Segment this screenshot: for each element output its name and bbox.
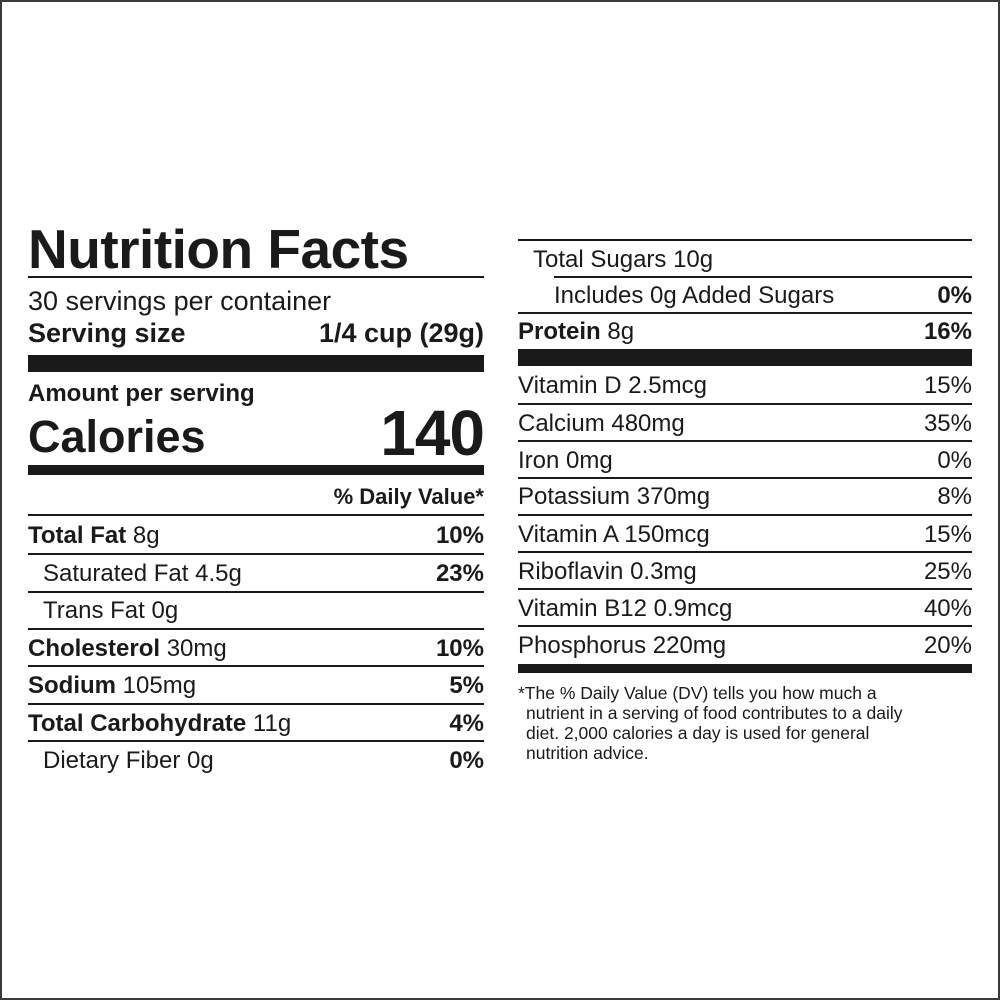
nutrient-dv: 0% — [937, 282, 972, 309]
nutrient-name: Cholesterol — [28, 635, 161, 662]
nutrient-name: Trans Fat — [43, 597, 145, 624]
divider-thin — [518, 551, 972, 553]
vitamin-name: Calcium — [518, 410, 605, 437]
divider-thin — [28, 740, 484, 742]
label-title: Nutrition Facts — [28, 218, 409, 280]
vitamin-dv: 40% — [923, 595, 972, 622]
divider-thin — [518, 312, 972, 314]
divider-thin — [518, 239, 972, 241]
divider-thin — [518, 588, 972, 590]
divider-thin-indented — [554, 276, 972, 278]
divider-thick — [518, 349, 972, 366]
vitamin-name: Phosphorus — [518, 632, 647, 659]
divider-thin — [28, 703, 484, 705]
vitamin-amount: 0.9mcg — [653, 595, 733, 622]
nutrient-dv: 5% — [449, 672, 484, 699]
footnote: *The % Daily Value (DV) tells you how mu… — [518, 683, 902, 763]
divider-medium — [518, 664, 972, 673]
divider-medium — [28, 465, 484, 475]
daily-value-header: % Daily Value* — [333, 484, 484, 509]
divider-thin — [28, 665, 484, 667]
vitamin-dv: 0% — [937, 447, 972, 474]
nutrient-name: Dietary Fiber — [43, 747, 181, 774]
serving-size-value: 1/4 cup (29g) — [318, 318, 484, 348]
vitamin-amount: 370mg — [636, 483, 711, 510]
footnote-line: nutrient in a serving of food contribute… — [526, 703, 903, 723]
vitamin-amount: 0.3mg — [630, 558, 697, 585]
nutrient-name: Sodium — [28, 672, 116, 699]
vitamin-dv: 20% — [923, 632, 972, 659]
divider-thin — [28, 553, 484, 555]
serving-size-label: Serving size — [28, 318, 186, 348]
divider-thin — [28, 628, 484, 630]
divider-thin — [28, 591, 484, 593]
vitamin-amount: 480mg — [611, 410, 685, 437]
footnote-line: *The % Daily Value (DV) tells you how mu… — [518, 683, 877, 703]
nutrient-amount: 8g — [607, 318, 635, 345]
vitamin-amount: 220mg — [652, 632, 727, 659]
nutrient-amount: 10g — [673, 246, 714, 273]
divider-thin — [518, 514, 972, 516]
vitamin-amount: 2.5mcg — [628, 372, 707, 399]
nutrient-amount: 8g — [132, 522, 160, 549]
vitamin-name: Vitamin B12 — [518, 595, 647, 622]
amount-per-serving: Amount per serving — [28, 380, 255, 407]
vitamin-name: Vitamin D — [518, 372, 622, 399]
nutrient-name: Includes 0g Added Sugars — [554, 282, 835, 309]
nutrient-amount: 4.5g — [195, 560, 242, 587]
vitamin-name: Potassium — [518, 483, 631, 510]
nutrient-dv: 16% — [923, 318, 972, 345]
vitamin-dv: 8% — [937, 483, 972, 510]
divider-thick — [28, 355, 484, 372]
vitamin-amount: 0mg — [566, 447, 613, 474]
nutrient-amount: 11g — [252, 710, 292, 737]
vitamin-dv: 25% — [923, 558, 972, 585]
divider-thin — [28, 276, 484, 278]
vitamin-dv: 15% — [923, 372, 972, 399]
nutrient-dv: 23% — [435, 560, 484, 587]
footnote-line: nutrition advice. — [526, 743, 649, 763]
nutrient-dv: 0% — [449, 747, 484, 774]
nutrient-dv: 10% — [435, 522, 484, 549]
calories-label: Calories — [28, 411, 206, 462]
vitamin-amount: 150mcg — [624, 521, 710, 548]
servings-per-container: 30 servings per container — [28, 286, 332, 316]
calories-value: 140 — [380, 397, 485, 469]
vitamin-name: Vitamin A — [518, 521, 618, 548]
vitamin-dv: 35% — [923, 410, 972, 437]
vitamin-name: Iron — [518, 447, 560, 474]
nutrient-name: Saturated Fat — [43, 560, 189, 587]
vitamin-dv: 15% — [923, 521, 972, 548]
nutrient-name: Total Carbohydrate — [28, 710, 247, 737]
divider-thin — [518, 625, 972, 627]
nutrient-amount: 30mg — [166, 635, 227, 662]
divider-thin — [518, 440, 972, 442]
nutrient-amount: 0g — [187, 747, 214, 774]
divider-thin — [518, 477, 972, 479]
vitamin-name: Riboflavin — [518, 558, 624, 585]
nutrient-name: Protein — [518, 318, 601, 345]
nutrient-name: Total Sugars — [533, 246, 667, 273]
nutrient-amount: 0g — [151, 597, 179, 624]
nutrient-dv: 4% — [449, 710, 484, 737]
nutrient-dv: 10% — [435, 635, 484, 662]
divider-thin — [28, 514, 484, 516]
divider-thin — [518, 403, 972, 405]
footnote-line: diet. 2,000 calories a day is used for g… — [526, 723, 870, 743]
nutrient-amount: 105mg — [122, 672, 197, 699]
nutrient-name: Total Fat — [28, 522, 127, 549]
